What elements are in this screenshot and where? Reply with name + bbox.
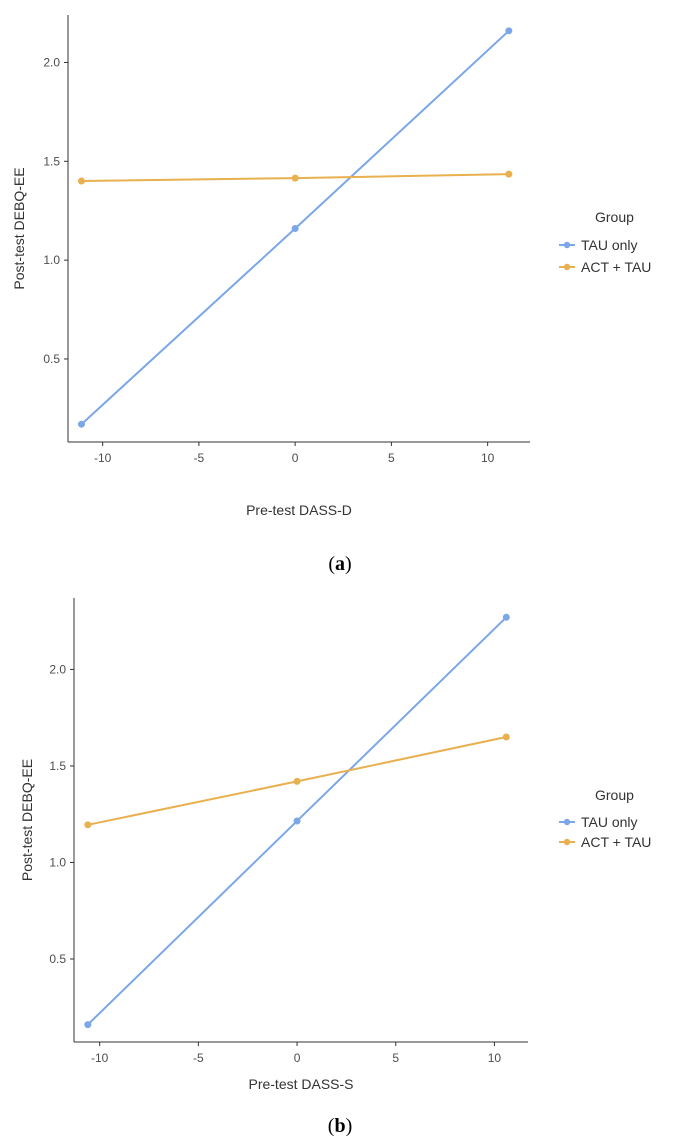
panel-caption: (a): [328, 553, 351, 575]
panel-a: 0.5 1.0 1.5 2.0 -10 -5 0 5 10 Pre-test DASS-D Post…: [11, 15, 651, 575]
x-tick-label: -5: [193, 1051, 204, 1065]
x-tick-label: 0: [292, 451, 299, 465]
legend-key-point: [563, 263, 571, 271]
x-tick-label: -10: [91, 1051, 109, 1065]
legend-label: TAU only: [581, 237, 638, 253]
panel-caption: (b): [328, 1115, 352, 1137]
legend-label: TAU only: [581, 814, 638, 830]
x-tick-label: 10: [488, 1051, 502, 1065]
legend-key-point: [563, 838, 571, 846]
x-tick-label: 5: [388, 451, 395, 465]
data-point: [502, 613, 510, 621]
y-tick-label: 1.5: [49, 759, 66, 773]
x-tick-label: 10: [481, 451, 495, 465]
data-point: [291, 174, 299, 182]
data-point: [505, 27, 513, 35]
legend-title: Group: [595, 787, 634, 803]
data-point: [291, 225, 299, 232]
x-tick-label: -10: [94, 451, 112, 465]
data-point: [505, 170, 513, 178]
y-tick-label: 0.5: [43, 352, 60, 366]
y-tick-label: 2.0: [49, 662, 66, 676]
data-point: [84, 1021, 92, 1029]
legend-title: Group: [595, 209, 634, 225]
y-tick-label: 0.5: [49, 952, 66, 966]
y-tick-label: 2.0: [43, 55, 60, 69]
data-point: [293, 817, 301, 825]
legend-key-point: [563, 818, 571, 826]
y-tick-label: 1.5: [43, 154, 60, 168]
x-axis-title: Pre-test DASS-D: [246, 502, 352, 518]
data-point: [84, 821, 92, 829]
data-point: [77, 420, 85, 428]
y-tick-label: 1.0: [49, 855, 66, 869]
x-tick-label: 0: [294, 1051, 301, 1065]
legend-label: ACT + TAU: [581, 259, 651, 275]
x-tick-label: 5: [392, 1051, 399, 1065]
y-axis-title: Post-test DEBQ-EE: [11, 167, 27, 289]
y-axis-title: Post-test DEBQ-EE: [19, 759, 35, 881]
panel-b: 0.5 1.0 1.5 2.0 -10 -5 0 5 10 Pre-test DASS-S Post…: [19, 598, 651, 1137]
x-axis-title: Pre-test DASS-S: [248, 1076, 353, 1092]
data-point: [77, 177, 85, 185]
data-point: [502, 733, 510, 741]
legend-label: ACT + TAU: [581, 834, 651, 850]
x-tick-label: -5: [194, 451, 205, 465]
data-point: [293, 777, 301, 785]
y-tick-label: 1.0: [43, 253, 60, 267]
legend-key-point: [563, 241, 571, 249]
